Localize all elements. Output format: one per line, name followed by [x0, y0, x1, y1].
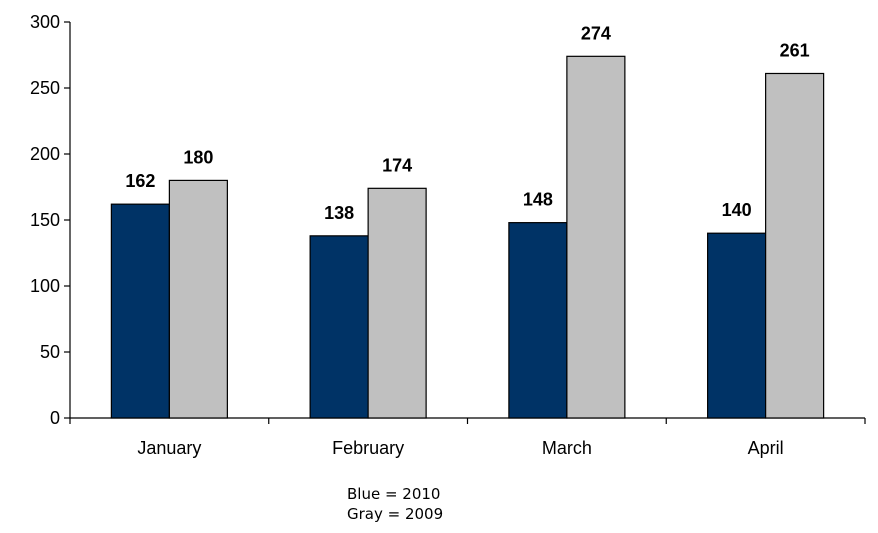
bar-chart: 0 50 100 150 200 250 300 January February March A…: [30, 12, 866, 458]
x-tick-label: March: [542, 438, 592, 458]
data-labels: 162 180 138 174 148 274 140 261: [125, 23, 809, 223]
bar-2009-april: [765, 72, 825, 419]
y-tick-label: 100: [30, 276, 60, 296]
data-label: 138: [324, 203, 354, 223]
y-tick-label: 300: [30, 12, 60, 32]
data-label: 148: [523, 190, 553, 210]
data-label: 174: [382, 155, 412, 175]
y-axis: 0 50 100 150 200 250 300: [30, 12, 71, 428]
x-tick-label: February: [332, 438, 404, 458]
y-tick-label: 250: [30, 78, 60, 98]
bar-2010-january: [110, 203, 170, 419]
x-tick-label: April: [748, 438, 784, 458]
data-label: 140: [722, 200, 752, 220]
bars: [110, 55, 825, 419]
data-label: 162: [125, 171, 155, 191]
bar-2010-february: [309, 235, 369, 419]
data-label: 180: [183, 147, 213, 167]
bar-2010-march: [508, 222, 568, 419]
data-label: 261: [780, 40, 810, 60]
bar-2009-march: [566, 55, 626, 419]
legend-note-gray: Gray = 2009: [347, 505, 444, 523]
x-axis: January February March April: [69, 417, 866, 458]
x-tick-label: January: [137, 438, 201, 458]
legend-note-blue: Blue = 2010: [347, 485, 441, 503]
bar-2009-february: [367, 187, 427, 419]
y-tick-label: 0: [50, 408, 60, 428]
y-tick-label: 150: [30, 210, 60, 230]
y-tick-label: 200: [30, 144, 60, 164]
y-tick-label: 50: [40, 342, 60, 362]
data-label: 274: [581, 23, 611, 43]
bar-2010-april: [707, 232, 767, 419]
bar-2009-january: [168, 179, 228, 419]
